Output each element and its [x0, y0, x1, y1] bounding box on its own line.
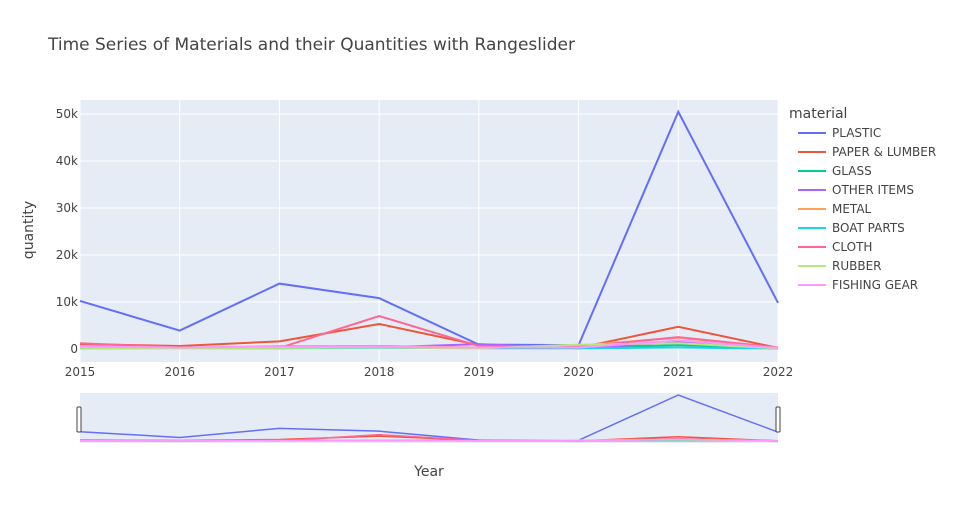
y-tick-label: 0: [70, 342, 78, 356]
legend-item[interactable]: PLASTIC: [798, 126, 881, 140]
legend-label: RUBBER: [832, 259, 882, 273]
series-lines: [79, 109, 779, 350]
y-tick-labels: 0 10k 20k 30k 40k 50k: [56, 107, 78, 356]
legend-item[interactable]: FISHING GEAR: [798, 278, 918, 292]
legend-title: material: [789, 106, 847, 122]
x-tick-label: 2019: [464, 365, 495, 379]
x-tick-label: 2017: [264, 365, 295, 379]
x-axis-label: Year: [413, 464, 444, 480]
x-tick-label: 2015: [65, 365, 96, 379]
x-tick-label: 2020: [563, 365, 594, 379]
legend-item[interactable]: RUBBER: [798, 259, 882, 273]
legend-item[interactable]: PAPER & LUMBER: [798, 145, 936, 159]
rangeslider[interactable]: [80, 393, 778, 443]
plot-area: [80, 100, 778, 362]
rangeslider-lines: [79, 394, 779, 442]
series-line: [79, 109, 779, 347]
legend-item[interactable]: GLASS: [798, 164, 872, 178]
legend: PLASTIC PAPER & LUMBER GLASS OTHER ITEMS MET…: [798, 126, 936, 292]
legend-label: GLASS: [832, 164, 872, 178]
x-tick-label: 2016: [164, 365, 195, 379]
legend-label: OTHER ITEMS: [832, 183, 914, 197]
y-tick-label: 50k: [56, 107, 78, 121]
series-line: [79, 322, 779, 349]
x-tick-label: 2022: [763, 365, 794, 379]
y-tick-label: 10k: [56, 295, 78, 309]
series-line: [79, 339, 779, 349]
rangeslider-series-line: [79, 394, 779, 442]
legend-item[interactable]: METAL: [798, 202, 872, 216]
x-tick-label: 2021: [663, 365, 694, 379]
y-axis-label: quantity: [21, 201, 37, 259]
legend-label: BOAT PARTS: [832, 221, 905, 235]
legend-item[interactable]: OTHER ITEMS: [798, 183, 914, 197]
rangeslider-series-line: [79, 438, 779, 442]
x-tick-labels: 2015 2016 2017 2018 2019 2020 2021 2022: [65, 365, 794, 379]
legend-item[interactable]: CLOTH: [798, 240, 872, 254]
legend-label: CLOTH: [832, 240, 872, 254]
y-tick-label: 20k: [56, 248, 78, 262]
legend-label: FISHING GEAR: [832, 278, 918, 292]
x-tick-label: 2018: [364, 365, 395, 379]
chart-title: Time Series of Materials and their Quant…: [47, 35, 575, 55]
rangeslider-left-handle[interactable]: [76, 406, 82, 433]
y-tick-label: 40k: [56, 154, 78, 168]
legend-label: PAPER & LUMBER: [832, 145, 936, 159]
y-tick-label: 30k: [56, 201, 78, 215]
legend-label: PLASTIC: [832, 126, 881, 140]
legend-label: METAL: [832, 202, 872, 216]
legend-item[interactable]: BOAT PARTS: [798, 221, 905, 235]
rangeslider-right-handle[interactable]: [775, 406, 781, 433]
